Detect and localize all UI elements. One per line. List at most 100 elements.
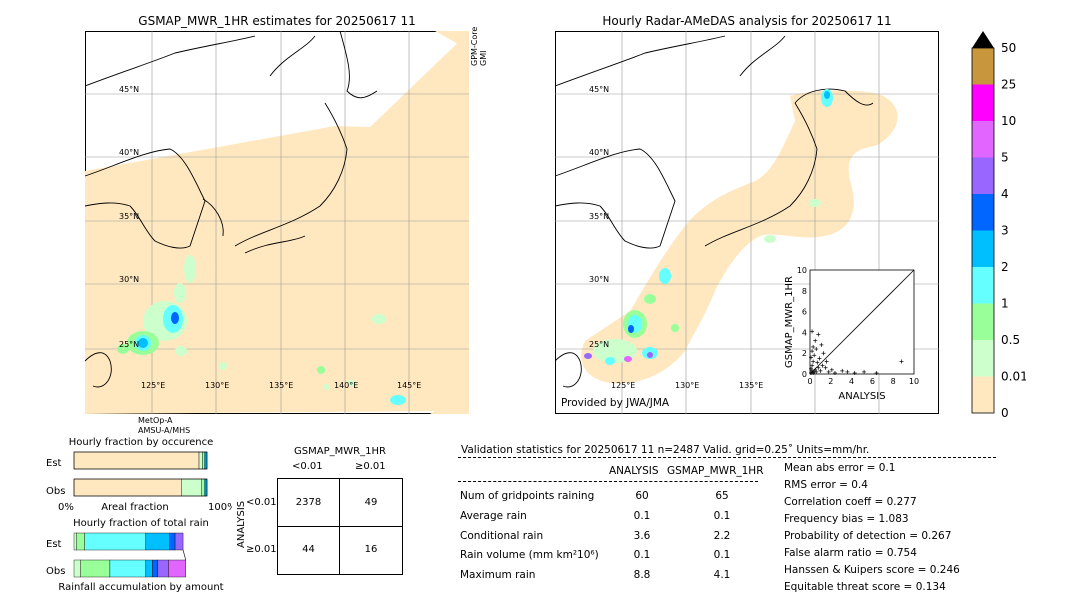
total-rain-bar-segment bbox=[73, 532, 77, 551]
score-line: RMS error = 0.4 bbox=[784, 479, 868, 491]
scatter-point bbox=[819, 342, 824, 347]
validation-header: Validation statistics for 20250617 11 n=… bbox=[461, 444, 870, 456]
scatter-point bbox=[812, 353, 817, 358]
total-rain-title: Hourly fraction of total rain bbox=[73, 518, 209, 529]
contingency-title: GSMAP_MWR_1HR bbox=[294, 446, 386, 457]
sat-bottom-label-1: MetOp-A bbox=[138, 416, 173, 425]
lat-label: 45°N bbox=[589, 85, 609, 94]
scatter-point bbox=[824, 359, 829, 364]
total-rain-bar-segment bbox=[157, 559, 169, 578]
scatter-plot: 00 2 2 4 4 6 6 8 8 10 10 ANALYSIS GSMAP_MWR_1HR bbox=[784, 266, 919, 402]
colorbar-segment bbox=[972, 194, 994, 231]
stat-label: Maximum rain bbox=[460, 569, 536, 581]
contingency-col-2: ≥0.01 bbox=[355, 461, 386, 472]
lat-label: 25°N bbox=[589, 340, 609, 349]
contingency-cell: 49 bbox=[364, 497, 378, 508]
lat-label: 35°N bbox=[119, 212, 139, 221]
colorbar: 50 25 10 5 4 3 2 1 0.5 0.01 0 bbox=[971, 31, 1026, 420]
occ-x-max: 100% bbox=[208, 502, 232, 512]
scatter-ylabel: GSMAP_MWR_1HR bbox=[784, 276, 795, 368]
scatter-point bbox=[817, 356, 822, 361]
stat-label: Average rain bbox=[460, 510, 527, 522]
stat-analysis-value: 0.1 bbox=[633, 549, 651, 561]
scatter-point bbox=[809, 355, 814, 360]
stat-analysis-value: 3.6 bbox=[633, 530, 651, 542]
col-analysis: ANALYSIS bbox=[609, 465, 659, 477]
scatter-point bbox=[899, 359, 904, 364]
contingency-cell: 44 bbox=[302, 544, 315, 555]
scatter-point bbox=[814, 369, 819, 374]
colorbar-segment bbox=[972, 340, 994, 377]
colorbar-label: 1 bbox=[1001, 297, 1009, 311]
scatter-point bbox=[810, 368, 815, 373]
scatter-point bbox=[821, 351, 826, 356]
total-rain-bar-segment bbox=[152, 559, 158, 578]
score-line: Frequency bias = 1.083 bbox=[784, 513, 909, 525]
colorbar-segment bbox=[972, 267, 994, 304]
lat-label: 30°N bbox=[119, 275, 139, 284]
contingency-table: 2378 49 44 16 bbox=[277, 478, 403, 575]
occurrence-bar-segment bbox=[202, 451, 205, 470]
scatter-point bbox=[829, 367, 834, 372]
left-map-rain bbox=[117, 255, 406, 405]
scatter-x-tick: 4 bbox=[849, 377, 854, 386]
stat-gsmap-value: 0.1 bbox=[713, 510, 731, 522]
colorbar-segment bbox=[972, 230, 994, 267]
total-rain-chart: Est Obs Rainfall accumulation by amount bbox=[46, 532, 224, 593]
colorbar-extend-arrow bbox=[972, 31, 994, 48]
colorbar-label: 0 bbox=[1001, 406, 1009, 420]
right-map-labels: 45°N 40°N 35°N 30°N 25°N 125°E 130°E 135… bbox=[589, 85, 763, 390]
score-line: False alarm ratio = 0.754 bbox=[784, 547, 917, 559]
scatter-point bbox=[852, 370, 857, 375]
stat-analysis-value: 0.1 bbox=[633, 510, 651, 522]
colorbar-label: 0.5 bbox=[1001, 333, 1020, 347]
scatter-point bbox=[845, 369, 850, 374]
scatter-x-tick: 0 bbox=[807, 377, 812, 386]
scatter-point bbox=[862, 369, 867, 374]
scatter-y-tick: 6 bbox=[802, 308, 807, 317]
scatter-point bbox=[814, 347, 819, 352]
colorbar-label: 2 bbox=[1001, 260, 1009, 274]
lon-label: 135°E bbox=[269, 381, 293, 390]
sat-bottom-label-2: AMSU-A/MHS bbox=[138, 426, 191, 435]
lon-label: 130°E bbox=[205, 381, 229, 390]
total-rain-bar-segment bbox=[109, 559, 147, 578]
colorbar-segment bbox=[972, 121, 994, 158]
left-map-labels: 45°N 40°N 35°N 30°N 25°N 125°E 130°E 135… bbox=[119, 85, 421, 390]
scatter-point bbox=[826, 369, 831, 374]
scatter-y-tick: 2 bbox=[802, 349, 807, 358]
tot-xlabel: Rainfall accumulation by amount bbox=[58, 582, 223, 593]
occurrence-bar-segment bbox=[181, 478, 202, 497]
right-map-coastline bbox=[555, 35, 874, 388]
score-line: Mean abs error = 0.1 bbox=[784, 462, 896, 474]
stat-gsmap-value: 2.2 bbox=[713, 530, 731, 542]
scatter-point bbox=[823, 365, 828, 370]
lon-label: 135°E bbox=[739, 381, 763, 390]
colorbar-segment bbox=[972, 303, 994, 340]
right-map: 45°N 40°N 35°N 30°N 25°N 125°E 130°E 135… bbox=[555, 31, 939, 414]
occurrence-chart: Est Obs 0% 100% Areal fraction bbox=[46, 451, 232, 512]
occ-cat-est: Est bbox=[46, 458, 62, 469]
total-rain-bar-segment bbox=[84, 532, 147, 551]
scatter-point bbox=[816, 365, 821, 370]
occurrence-bar-segment bbox=[201, 478, 205, 497]
occ-cat-obs: Obs bbox=[46, 486, 65, 497]
scatter-xlabel: ANALYSIS bbox=[838, 391, 885, 402]
contingency-col-1: <0.01 bbox=[292, 461, 323, 472]
scatter-point bbox=[815, 360, 820, 365]
colorbar-label: 10 bbox=[1001, 114, 1016, 128]
contingency-row-2: ≥0.01 bbox=[246, 544, 277, 555]
lon-label: 125°E bbox=[611, 381, 635, 390]
total-rain-bar-segment bbox=[169, 532, 176, 551]
scatter-point bbox=[813, 367, 818, 372]
colorbar-frame bbox=[971, 47, 995, 414]
colorbar-segment bbox=[972, 48, 994, 85]
total-rain-bar-segment bbox=[145, 532, 170, 551]
occ-xlabel: Areal fraction bbox=[101, 502, 168, 512]
stat-label: Conditional rain bbox=[460, 530, 544, 542]
left-map-title: GSMAP_MWR_1HR estimates for 20250617 11 bbox=[138, 14, 416, 28]
right-map-rain bbox=[584, 89, 833, 365]
score-line: Correlation coeff = 0.277 bbox=[784, 496, 917, 508]
scatter-point bbox=[810, 363, 815, 368]
sat-side-label: GPM-Core GMI bbox=[470, 26, 488, 66]
